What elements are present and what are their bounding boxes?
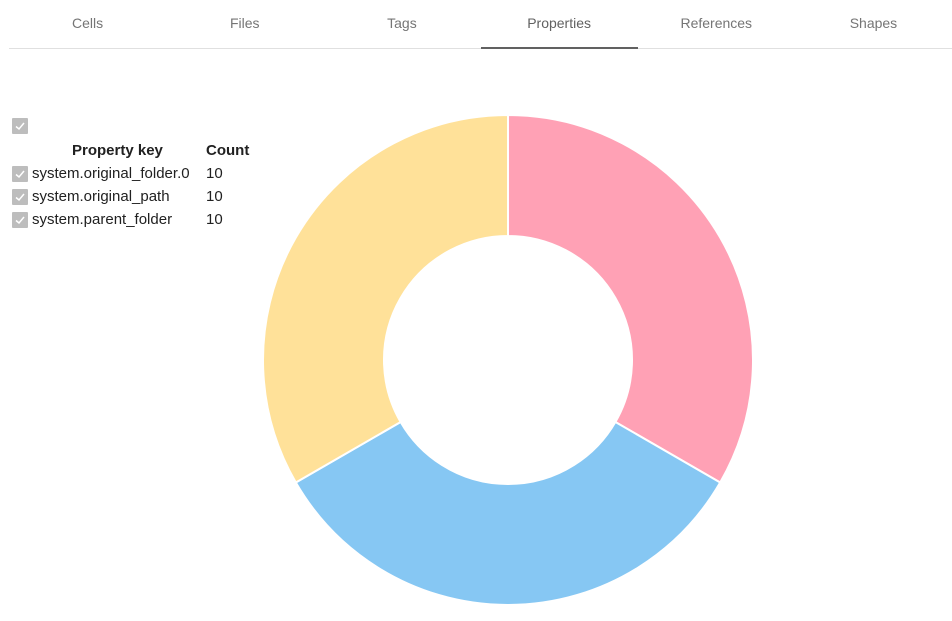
property-count: 10: [206, 188, 223, 205]
property-count: 10: [206, 211, 223, 228]
count-header: Count: [206, 142, 250, 159]
check-icon: [15, 122, 25, 131]
legend-header: Property key Count: [12, 142, 262, 162]
tab-properties[interactable]: Properties: [480, 0, 638, 49]
tab-references[interactable]: References: [680, 15, 753, 31]
legend-row[interactable]: system.parent_folder 10: [12, 209, 262, 231]
row-checkbox[interactable]: [12, 189, 28, 205]
check-icon: [15, 193, 25, 202]
tab-cells[interactable]: Cells: [72, 15, 104, 31]
legend-row[interactable]: system.original_folder.0 10: [12, 163, 262, 185]
property-key-header: Property key: [72, 142, 163, 159]
property-key: system.parent_folder: [32, 211, 173, 228]
row-checkbox[interactable]: [12, 166, 28, 182]
donut-slice[interactable]: [262, 113, 509, 484]
donut-slice[interactable]: [507, 113, 754, 484]
donut-slice[interactable]: [294, 420, 722, 606]
select-all-checkbox[interactable]: [12, 118, 28, 134]
property-count: 10: [206, 165, 223, 182]
tab-shapes[interactable]: Shapes: [849, 15, 898, 31]
property-key: system.original_folder.0: [32, 165, 190, 182]
row-checkbox[interactable]: [12, 212, 28, 228]
property-key: system.original_path: [32, 188, 170, 205]
tab-tags[interactable]: Tags: [387, 15, 417, 31]
check-icon: [15, 216, 25, 225]
tab-bar: Cells Files Tags Properties References S…: [9, 0, 952, 49]
legend-row[interactable]: system.original_path 10: [12, 186, 262, 208]
check-icon: [15, 170, 25, 179]
tab-files[interactable]: Files: [229, 15, 260, 31]
